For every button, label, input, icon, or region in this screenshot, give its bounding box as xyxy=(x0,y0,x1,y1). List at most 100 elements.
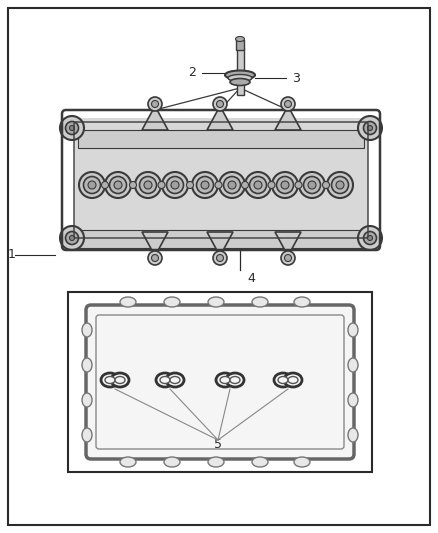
Ellipse shape xyxy=(288,376,298,384)
Circle shape xyxy=(135,172,161,198)
Circle shape xyxy=(281,181,289,189)
Ellipse shape xyxy=(111,373,129,387)
Circle shape xyxy=(215,182,222,189)
Circle shape xyxy=(254,181,262,189)
Circle shape xyxy=(166,176,184,193)
Text: 1: 1 xyxy=(8,248,16,262)
Circle shape xyxy=(144,181,152,189)
Text: 3: 3 xyxy=(292,71,300,85)
Circle shape xyxy=(158,182,165,189)
Circle shape xyxy=(364,122,377,134)
Ellipse shape xyxy=(278,376,288,384)
Ellipse shape xyxy=(101,373,119,387)
Circle shape xyxy=(213,97,227,111)
Circle shape xyxy=(276,176,293,193)
Ellipse shape xyxy=(160,376,170,384)
FancyBboxPatch shape xyxy=(86,305,354,459)
Circle shape xyxy=(105,172,131,198)
Circle shape xyxy=(367,125,372,131)
Ellipse shape xyxy=(284,373,302,387)
Ellipse shape xyxy=(348,428,358,442)
Circle shape xyxy=(192,172,218,198)
Circle shape xyxy=(358,116,382,140)
Circle shape xyxy=(187,182,194,189)
Circle shape xyxy=(66,231,78,245)
Circle shape xyxy=(84,176,100,193)
Circle shape xyxy=(152,254,159,262)
Ellipse shape xyxy=(294,457,310,467)
Ellipse shape xyxy=(82,393,92,407)
Circle shape xyxy=(281,251,295,265)
Circle shape xyxy=(88,181,96,189)
Ellipse shape xyxy=(164,297,180,307)
Ellipse shape xyxy=(120,297,136,307)
Bar xyxy=(237,48,244,95)
Circle shape xyxy=(79,172,105,198)
Ellipse shape xyxy=(208,457,224,467)
Circle shape xyxy=(223,176,240,193)
Circle shape xyxy=(102,182,109,189)
Ellipse shape xyxy=(225,70,255,79)
Bar xyxy=(78,130,364,148)
Circle shape xyxy=(213,251,227,265)
Circle shape xyxy=(197,176,213,193)
Circle shape xyxy=(130,182,137,189)
Circle shape xyxy=(268,182,275,189)
Circle shape xyxy=(60,116,84,140)
Circle shape xyxy=(162,172,188,198)
Polygon shape xyxy=(207,106,233,130)
Bar xyxy=(68,292,372,472)
Ellipse shape xyxy=(252,457,268,467)
Circle shape xyxy=(110,176,127,193)
Circle shape xyxy=(281,97,295,111)
Circle shape xyxy=(299,172,325,198)
Ellipse shape xyxy=(348,393,358,407)
Polygon shape xyxy=(142,232,168,256)
Ellipse shape xyxy=(226,373,244,387)
Circle shape xyxy=(336,181,344,189)
Ellipse shape xyxy=(156,373,174,387)
Circle shape xyxy=(272,172,298,198)
Circle shape xyxy=(322,182,329,189)
Circle shape xyxy=(139,176,156,193)
Circle shape xyxy=(216,254,223,262)
Circle shape xyxy=(364,231,377,245)
Circle shape xyxy=(114,181,122,189)
Bar xyxy=(78,230,364,248)
Ellipse shape xyxy=(120,457,136,467)
Ellipse shape xyxy=(166,373,184,387)
Circle shape xyxy=(250,176,266,193)
Circle shape xyxy=(295,182,302,189)
Bar xyxy=(74,118,368,242)
Ellipse shape xyxy=(252,297,268,307)
Circle shape xyxy=(216,101,223,108)
Circle shape xyxy=(327,172,353,198)
Circle shape xyxy=(304,176,321,193)
Ellipse shape xyxy=(348,323,358,337)
Circle shape xyxy=(241,182,248,189)
Text: 4: 4 xyxy=(247,271,255,285)
Circle shape xyxy=(148,97,162,111)
Circle shape xyxy=(358,226,382,250)
Ellipse shape xyxy=(82,323,92,337)
Circle shape xyxy=(171,181,179,189)
Circle shape xyxy=(285,254,292,262)
Circle shape xyxy=(245,172,271,198)
Bar xyxy=(236,40,244,50)
Circle shape xyxy=(70,125,74,131)
Ellipse shape xyxy=(216,373,234,387)
Ellipse shape xyxy=(170,376,180,384)
Polygon shape xyxy=(275,106,301,130)
Ellipse shape xyxy=(294,297,310,307)
Circle shape xyxy=(219,172,245,198)
Ellipse shape xyxy=(105,376,115,384)
Text: 5: 5 xyxy=(214,439,222,451)
Ellipse shape xyxy=(82,358,92,372)
Ellipse shape xyxy=(274,373,292,387)
Circle shape xyxy=(66,122,78,134)
Circle shape xyxy=(70,236,74,240)
Ellipse shape xyxy=(348,358,358,372)
Ellipse shape xyxy=(115,376,125,384)
Ellipse shape xyxy=(230,78,250,85)
Ellipse shape xyxy=(230,376,240,384)
